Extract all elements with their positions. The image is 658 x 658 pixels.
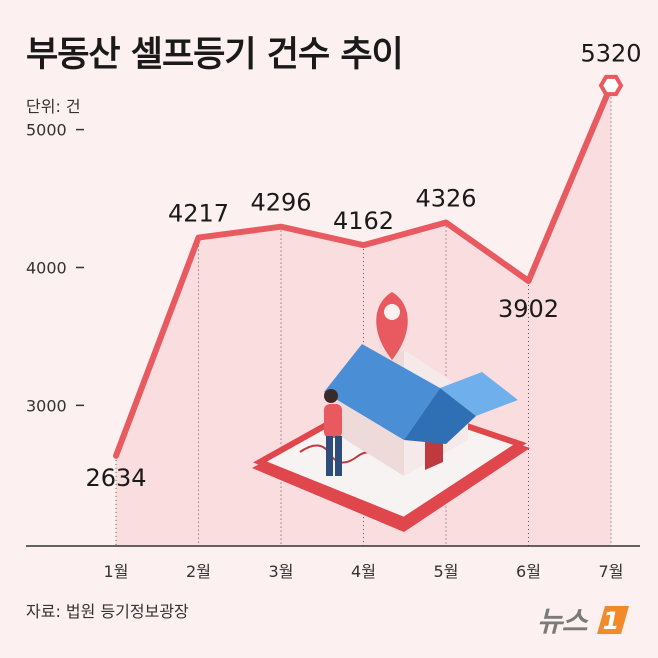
x-tick-label: 5월	[434, 562, 459, 581]
house-roof-edge	[404, 388, 476, 444]
peak-marker	[598, 74, 624, 97]
data-labels: 2634 4217 4296 4162 4326 3902 5320	[85, 39, 641, 491]
y-axis-ticks: 3000 4000 5000	[26, 121, 84, 415]
data-label: 4326	[415, 185, 476, 213]
drop-lines	[115, 85, 612, 546]
data-label: 2634	[85, 464, 146, 492]
series-line	[113, 82, 614, 459]
data-label: 4296	[250, 189, 311, 217]
x-tick-label: 7월	[599, 562, 624, 581]
x-tick-label: 2월	[186, 562, 211, 581]
house-roof-side	[440, 372, 518, 416]
house-illustration	[252, 292, 530, 532]
data-label: 5320	[580, 39, 641, 67]
source-note: 자료: 법원 등기정보광장	[26, 602, 189, 621]
peak-marker-hexagon	[598, 74, 624, 97]
x-tick-label: 1월	[104, 562, 129, 581]
x-axis-labels: 1월 2월 3월 4월 5월 6월 7월	[104, 562, 624, 581]
logo-badge-text: 1	[602, 607, 619, 635]
house-roof	[324, 344, 440, 440]
line-chart: 3000 4000 5000 2634 4217 4296 4162 4326 3902 532…	[26, 39, 642, 581]
logo-badge-icon: 1	[596, 606, 629, 635]
y-tick-label: 3000	[26, 396, 67, 415]
person-figure	[324, 389, 342, 476]
data-label: 4162	[333, 207, 394, 235]
series-polyline	[113, 82, 614, 459]
data-label: 4217	[168, 200, 229, 228]
y-tick-label: 5000	[26, 121, 67, 140]
location-pin-icon	[376, 292, 408, 360]
x-tick-label: 6월	[516, 562, 541, 581]
x-tick-label: 3월	[269, 562, 294, 581]
data-label: 3902	[498, 295, 559, 323]
news1-logo: 뉴스 1	[537, 600, 631, 640]
logo-text: 뉴스	[537, 605, 588, 638]
x-tick-label: 4월	[351, 562, 376, 581]
y-tick-label: 4000	[26, 258, 67, 277]
chart-title: 부동산 셀프등기 건수 추이	[26, 35, 404, 75]
unit-label: 단위: 건	[26, 97, 81, 116]
